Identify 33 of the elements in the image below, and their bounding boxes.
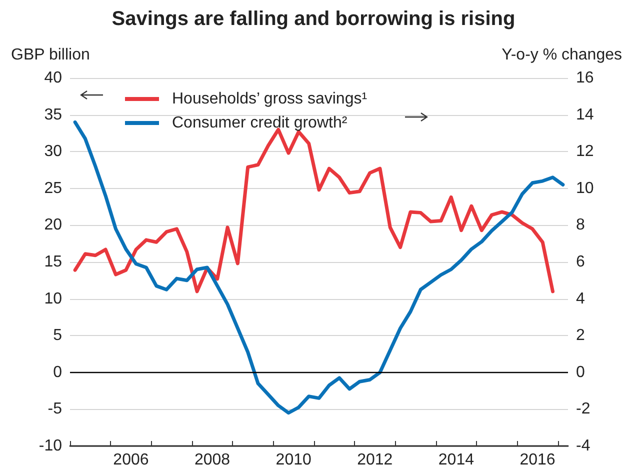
y-axis-title: GBP billion bbox=[11, 46, 90, 64]
y-tick-label: 40 bbox=[44, 70, 62, 86]
legend-label: Consumer credit growth² bbox=[172, 114, 348, 132]
y-tick-label: 0 bbox=[53, 364, 62, 381]
y2-tick-label: 4 bbox=[576, 290, 585, 308]
y-tick-label: 30 bbox=[44, 143, 62, 160]
y2-tick-label: 10 bbox=[576, 180, 594, 197]
x-tick-label: 2010 bbox=[276, 452, 312, 468]
y-tick-label: -5 bbox=[48, 400, 62, 418]
x-tick-label: 2012 bbox=[357, 452, 393, 468]
y2-tick-label: 8 bbox=[576, 216, 585, 234]
x-tick-label: 2006 bbox=[113, 452, 149, 468]
x-tick-label: 2016 bbox=[520, 452, 556, 468]
y-tick-label: 10 bbox=[44, 290, 62, 308]
x-tick-label: 2008 bbox=[194, 452, 230, 468]
y-tick-label: 25 bbox=[44, 180, 62, 197]
y2-tick-label: 2 bbox=[576, 327, 585, 344]
y2-tick-label: -2 bbox=[576, 400, 590, 418]
y2-tick-label: 12 bbox=[576, 143, 594, 160]
y-tick-label: 5 bbox=[53, 327, 62, 344]
y2-tick-label: 16 bbox=[576, 70, 594, 86]
y2-tick-label: -4 bbox=[576, 438, 590, 454]
y2-axis-title: Y-o-y % changes bbox=[502, 46, 622, 64]
legend-label: Households’ gross savings¹ bbox=[172, 90, 368, 108]
y-tick-label: -10 bbox=[38, 438, 62, 454]
y-tick-label: 15 bbox=[44, 254, 62, 270]
y2-tick-label: 0 bbox=[576, 364, 585, 381]
y2-tick-label: 6 bbox=[576, 254, 585, 270]
y-tick-label: 20 bbox=[44, 216, 62, 234]
y-tick-label: 35 bbox=[44, 106, 62, 124]
chart-title: Savings are falling and borrowing is rising bbox=[112, 8, 516, 30]
y2-tick-label: 14 bbox=[576, 106, 594, 124]
x-tick-label: 2014 bbox=[438, 452, 474, 468]
